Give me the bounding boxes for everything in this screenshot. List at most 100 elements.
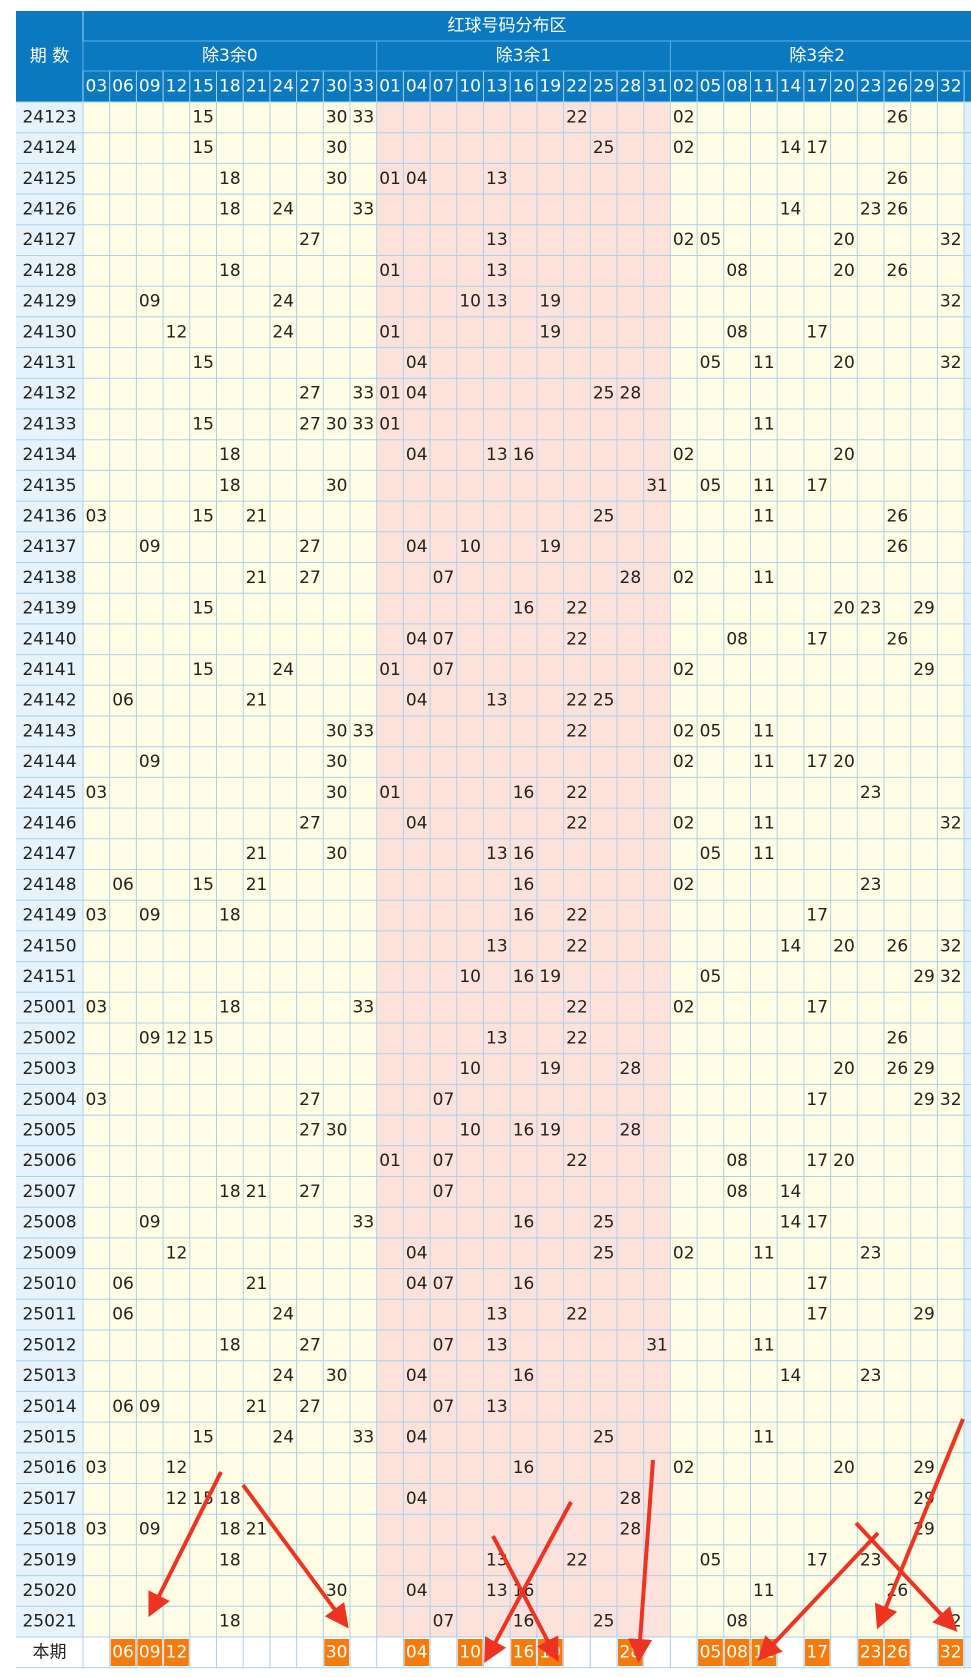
drawn-number: 20 (833, 1059, 855, 1079)
drawn-number: 02 (673, 445, 695, 465)
drawn-number: 16 (513, 1612, 535, 1632)
period: 24146 (22, 813, 76, 833)
drawn-number: 06 (112, 691, 134, 711)
drawn-number: 01 (379, 322, 401, 342)
period: 24150 (22, 936, 76, 956)
drawn-number: 10 (459, 292, 481, 312)
drawn-number: 07 (433, 568, 455, 588)
drawn-number: 13 (486, 691, 508, 711)
drawn-number: 29 (913, 660, 935, 680)
period: 25002 (22, 1028, 76, 1048)
drawn-number: 04 (406, 537, 428, 557)
period: 25008 (22, 1213, 76, 1233)
column-header: 28 (620, 77, 642, 97)
drawn-number: 03 (86, 783, 108, 803)
drawn-number: 17 (806, 1213, 828, 1233)
current-number: 32 (940, 1643, 962, 1663)
drawn-number: 12 (166, 1028, 188, 1048)
drawn-number: 05 (700, 1550, 722, 1570)
drawn-number: 29 (913, 599, 935, 619)
column-header: 19 (539, 77, 561, 97)
drawn-number: 27 (299, 384, 321, 404)
column-header: 32 (940, 77, 962, 97)
drawn-number: 11 (753, 752, 775, 772)
period: 25021 (22, 1612, 76, 1632)
drawn-number: 02 (673, 660, 695, 680)
drawn-number: 27 (299, 813, 321, 833)
drawn-number: 13 (486, 292, 508, 312)
drawn-number: 04 (406, 1581, 428, 1601)
drawn-number: 15 (192, 353, 214, 373)
drawn-number: 25 (593, 384, 615, 404)
current-cell (324, 1639, 349, 1666)
drawn-number: 19 (539, 322, 561, 342)
drawn-number: 16 (513, 599, 535, 619)
current-number: 08 (726, 1643, 748, 1663)
drawn-number: 02 (673, 875, 695, 895)
drawn-number: 20 (833, 1151, 855, 1171)
drawn-number: 26 (887, 1028, 909, 1048)
column-header: 24 (272, 77, 294, 97)
drawn-number: 30 (326, 107, 348, 127)
current-number: 10 (459, 1643, 481, 1663)
drawn-number: 11 (753, 506, 775, 526)
drawn-number: 18 (219, 261, 241, 281)
current-cell (804, 1639, 830, 1666)
drawn-number: 13 (486, 1397, 508, 1417)
current-cell (457, 1639, 483, 1666)
drawn-number: 17 (806, 1305, 828, 1325)
drawn-number: 13 (486, 1028, 508, 1048)
drawn-number: 24 (272, 292, 294, 312)
period: 25012 (22, 1335, 76, 1355)
drawn-number: 30 (326, 783, 348, 803)
drawn-number: 20 (833, 353, 855, 373)
drawn-number: 15 (192, 414, 214, 434)
drawn-number: 17 (806, 629, 828, 649)
drawn-number: 30 (326, 1120, 348, 1140)
drawn-number: 16 (513, 906, 535, 926)
drawn-number: 21 (246, 875, 268, 895)
drawn-number: 03 (86, 1520, 108, 1540)
column-header: 12 (166, 77, 188, 97)
period: 25007 (22, 1182, 76, 1202)
drawn-number: 22 (566, 691, 588, 711)
drawn-number: 23 (860, 1243, 882, 1263)
drawn-number: 28 (620, 1520, 642, 1540)
period: 25017 (22, 1489, 76, 1509)
column-header: 07 (433, 77, 455, 97)
drawn-number: 05 (700, 353, 722, 373)
period: 24131 (22, 353, 76, 373)
header-title: 红球号码分布区 (448, 16, 567, 36)
drawn-number: 18 (219, 169, 241, 189)
drawn-number: 11 (753, 1335, 775, 1355)
period: 25011 (22, 1305, 76, 1325)
drawn-number: 21 (246, 1397, 268, 1417)
drawn-number: 30 (326, 721, 348, 741)
drawn-number: 13 (486, 936, 508, 956)
period: 24138 (22, 568, 76, 588)
drawn-number: 17 (806, 1151, 828, 1171)
drawn-number: 24 (272, 1427, 294, 1447)
period: 24124 (22, 138, 76, 158)
period: 24139 (22, 599, 76, 619)
drawn-number: 16 (513, 844, 535, 864)
period: 24123 (22, 107, 76, 127)
drawn-number: 28 (620, 1489, 642, 1509)
drawn-number: 27 (299, 230, 321, 250)
drawn-number: 11 (753, 1427, 775, 1447)
drawn-number: 27 (299, 1120, 321, 1140)
drawn-number: 02 (673, 1458, 695, 1478)
column-header: 11 (753, 77, 775, 97)
current-cell (511, 1639, 536, 1666)
drawn-number: 17 (806, 138, 828, 158)
drawn-number: 16 (513, 1120, 535, 1140)
drawn-number: 17 (806, 1274, 828, 1294)
current-number: 09 (139, 1643, 161, 1663)
drawn-number: 09 (139, 537, 161, 557)
drawn-number: 32 (940, 353, 962, 373)
drawn-number: 11 (753, 813, 775, 833)
column-header: 16 (513, 77, 535, 97)
drawn-number: 33 (353, 107, 375, 127)
drawn-number: 05 (700, 230, 722, 250)
period-header: 期 数 (30, 47, 69, 67)
